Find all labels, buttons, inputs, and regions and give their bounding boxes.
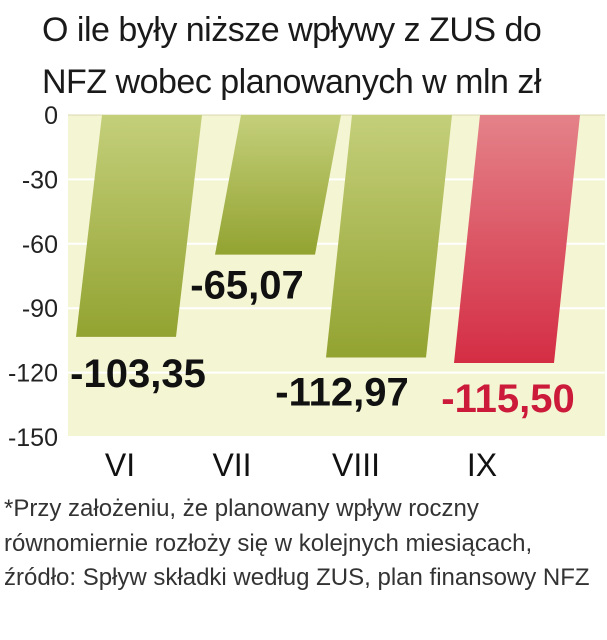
x-tick-label: IX xyxy=(467,447,497,483)
chart-title: O ile były niższe wpływy z ZUS do NFZ wo… xyxy=(42,11,542,101)
bar-VIII xyxy=(326,115,452,358)
x-tick-label: VII xyxy=(212,447,251,483)
y-tick-label: -150 xyxy=(8,424,58,452)
y-tick-label: -30 xyxy=(22,166,58,194)
data-label: -103,35 xyxy=(70,352,206,396)
y-tick-label: -120 xyxy=(8,360,58,388)
bar-VII xyxy=(215,115,341,255)
data-label: -112,97 xyxy=(275,371,408,415)
footnote: *Przy założeniu, że planowany wpływ rocz… xyxy=(4,495,590,591)
data-label: -65,07 xyxy=(190,264,303,308)
y-tick-label: 0 xyxy=(44,102,58,130)
data-labels: -103,35 -65,07 -112,97 -115,50 xyxy=(70,264,575,421)
bar-IX xyxy=(454,115,580,363)
bar-chart: 0 -30 -60 -90 -120 -150 VI VII VIII IX -103,35 -6… xyxy=(8,102,605,483)
y-tick-label: -90 xyxy=(22,295,58,323)
x-tick-label: VI xyxy=(105,447,135,483)
y-axis: 0 -30 -60 -90 -120 -150 xyxy=(8,102,58,452)
x-tick-label: VIII xyxy=(332,447,380,483)
y-tick-label: -60 xyxy=(22,231,58,259)
bar-VI xyxy=(76,115,202,337)
data-label: -115,50 xyxy=(441,377,574,421)
x-axis: VI VII VIII IX xyxy=(105,447,497,483)
bars xyxy=(76,115,580,363)
